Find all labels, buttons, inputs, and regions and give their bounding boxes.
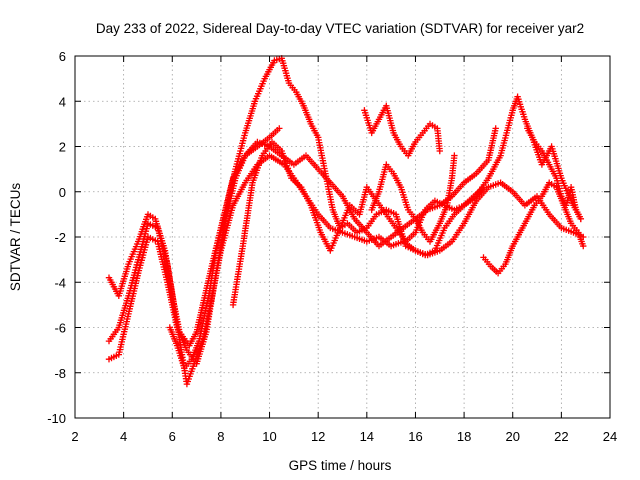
- series-track-8: [480, 179, 587, 277]
- grid-lines: [75, 56, 610, 418]
- x-tick-label: 22: [554, 429, 568, 444]
- series-track-6: [361, 102, 443, 159]
- y-tick-label: -8: [54, 366, 66, 381]
- y-tick-label: 0: [59, 185, 66, 200]
- y-tick-label: 4: [59, 94, 66, 109]
- x-axis-label: GPS time / hours: [289, 458, 392, 473]
- data-point: [276, 125, 283, 132]
- x-tick-label: 24: [603, 429, 617, 444]
- y-tick-label: -2: [54, 230, 66, 245]
- x-tick-label: 12: [311, 429, 325, 444]
- y-tick-label: -10: [47, 411, 66, 426]
- data-point: [577, 215, 585, 223]
- x-tick-label: 16: [408, 429, 422, 444]
- x-tick-label: 4: [120, 429, 127, 444]
- series-track-9: [524, 125, 585, 223]
- series-track-5: [229, 93, 585, 309]
- data-point: [492, 125, 499, 132]
- data-points: [105, 55, 587, 388]
- series-track-2: [105, 152, 587, 388]
- y-tick-label: 2: [59, 140, 66, 155]
- data-point: [436, 147, 443, 155]
- x-tick-label: 8: [217, 429, 224, 444]
- y-tick-label: -6: [54, 321, 66, 336]
- data-point: [451, 152, 458, 159]
- x-tick-label: 2: [71, 429, 78, 444]
- x-tick-label: 6: [169, 429, 176, 444]
- y-axis-label: SDTVAR / TECUs: [8, 183, 23, 292]
- y-tick-label: -4: [54, 275, 66, 290]
- series-track-4: [166, 55, 487, 372]
- y-tick-label: 6: [59, 49, 66, 64]
- x-tick-label: 14: [360, 429, 374, 444]
- x-tick-label: 20: [505, 429, 519, 444]
- chart-title: Day 233 of 2022, Sidereal Day-to-day VTE…: [96, 21, 584, 36]
- data-point: [580, 242, 587, 250]
- series-track-7: [368, 152, 458, 245]
- x-tick-label: 10: [262, 429, 276, 444]
- x-tick-label: 18: [457, 429, 471, 444]
